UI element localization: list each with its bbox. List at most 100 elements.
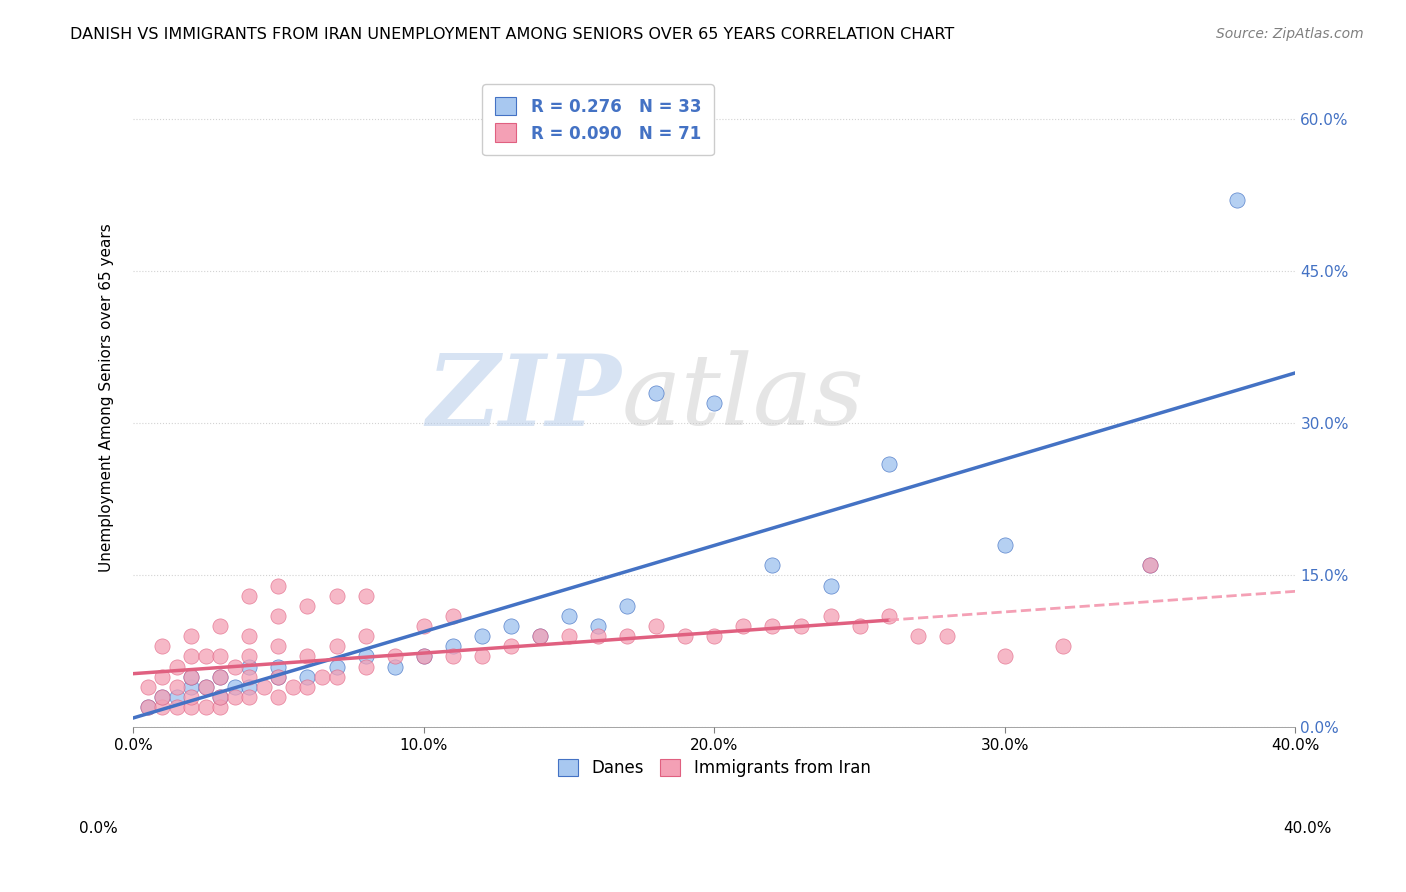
Point [354,589,377,603]
Point [297,649,319,664]
Point [136,680,159,694]
Legend: Danes, Immigrants from Iran: Danes, Immigrants from Iran [550,750,879,785]
Point [325,659,347,673]
Point [733,619,755,633]
Point [150,690,173,704]
Point [529,629,551,643]
Point [180,680,202,694]
Point [325,640,347,654]
Point [1139,558,1161,573]
Point [267,609,290,624]
Point [194,700,217,714]
Text: Source: ZipAtlas.com: Source: ZipAtlas.com [1216,27,1364,41]
Point [907,629,929,643]
Text: 40.0%: 40.0% [1284,821,1331,836]
Point [166,680,188,694]
Point [267,670,290,684]
Point [645,385,668,400]
Point [354,649,377,664]
Point [224,680,246,694]
Point [180,629,202,643]
Point [297,680,319,694]
Point [616,599,638,613]
Point [935,629,957,643]
Point [209,619,232,633]
Point [166,659,188,673]
Point [224,659,246,673]
Point [267,659,290,673]
Point [166,700,188,714]
Text: atlas: atlas [621,351,865,446]
Point [412,619,434,633]
Point [673,629,696,643]
Point [994,538,1017,552]
Point [194,680,217,694]
Point [180,670,202,684]
Point [441,640,464,654]
Point [209,670,232,684]
Text: 0.0%: 0.0% [79,821,118,836]
Point [194,680,217,694]
Point [150,640,173,654]
Point [209,700,232,714]
Point [238,690,260,704]
Point [180,700,202,714]
Point [180,690,202,704]
Point [1139,558,1161,573]
Point [586,619,609,633]
Point [499,619,522,633]
Point [238,659,260,673]
Point [150,700,173,714]
Point [761,558,783,573]
Point [820,609,842,624]
Y-axis label: Unemployment Among Seniors over 65 years: Unemployment Among Seniors over 65 years [100,224,114,573]
Text: ZIP: ZIP [426,350,621,446]
Point [1226,194,1249,208]
Point [412,649,434,664]
Point [311,670,333,684]
Point [224,690,246,704]
Point [790,619,813,633]
Point [645,619,668,633]
Point [209,649,232,664]
Point [384,649,406,664]
Point [136,700,159,714]
Point [267,578,290,592]
Point [994,649,1017,664]
Point [267,670,290,684]
Point [209,690,232,704]
Point [238,589,260,603]
Point [166,690,188,704]
Point [209,690,232,704]
Point [471,629,494,643]
Point [586,629,609,643]
Point [412,649,434,664]
Point [325,589,347,603]
Point [354,659,377,673]
Point [253,680,276,694]
Point [297,599,319,613]
Point [238,680,260,694]
Point [238,629,260,643]
Point [558,609,581,624]
Point [558,629,581,643]
Point [267,640,290,654]
Point [616,629,638,643]
Point [499,640,522,654]
Point [441,609,464,624]
Point [194,649,217,664]
Point [877,609,900,624]
Point [703,396,725,410]
Point [209,670,232,684]
Point [325,670,347,684]
Point [180,670,202,684]
Point [354,629,377,643]
Point [150,670,173,684]
Text: DANISH VS IMMIGRANTS FROM IRAN UNEMPLOYMENT AMONG SENIORS OVER 65 YEARS CORRELAT: DANISH VS IMMIGRANTS FROM IRAN UNEMPLOYM… [70,27,955,42]
Point [703,629,725,643]
Point [1052,640,1074,654]
Point [384,659,406,673]
Point [877,457,900,471]
Point [820,578,842,592]
Point [529,629,551,643]
